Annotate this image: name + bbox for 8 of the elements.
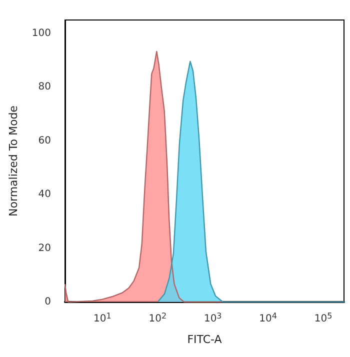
y-tick-label: 80 [38, 82, 51, 93]
y-tick-label: 20 [38, 242, 51, 254]
y-tick-label: 60 [38, 135, 51, 146]
y-axis-title: Normalized To Mode [7, 105, 20, 216]
y-tick-label: 100 [32, 28, 51, 39]
y-tick-label: 40 [38, 189, 51, 200]
y-tick-label: 0 [44, 296, 51, 308]
x-axis-title: FITC-A [187, 333, 222, 346]
